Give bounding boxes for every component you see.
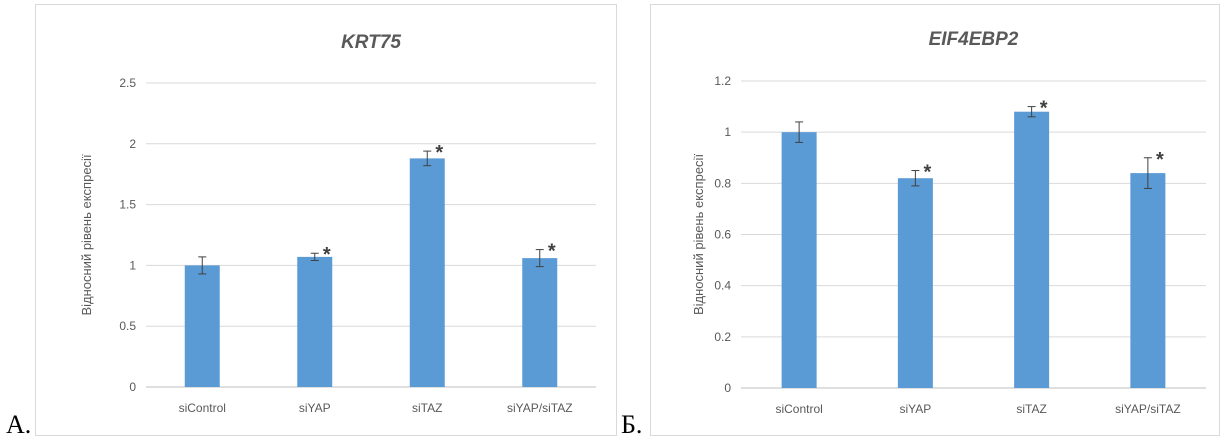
- y-tick-label: 2: [129, 137, 136, 151]
- y-tick-label: 0.4: [714, 279, 731, 293]
- y-tick-label: 0.6: [714, 228, 731, 242]
- x-tick-label: siControl: [179, 401, 226, 415]
- y-tick-label: 1: [129, 258, 136, 272]
- bar: [897, 178, 933, 388]
- y-axis-label: Відносний рівень експресії: [79, 154, 94, 315]
- chart-title: EIF4EBP2: [929, 29, 1019, 50]
- chart-panel-krt75: KRT75 0 0.5 1 1.5 2 2.5 Відносний рівень експре…: [35, 4, 617, 436]
- y-tick-label: 0.2: [714, 330, 731, 344]
- bar: [781, 132, 817, 388]
- y-tick-label: 0.5: [119, 319, 136, 333]
- bar: [184, 265, 220, 387]
- y-tick-label: 0: [724, 381, 731, 395]
- significance-marker: *: [548, 241, 556, 263]
- x-tick-label: siYAP/siTAZ: [1115, 402, 1181, 416]
- bar: [1130, 173, 1166, 388]
- x-tick-label: siTAZ: [1016, 402, 1046, 416]
- x-tick-label: siYAP: [899, 402, 931, 416]
- panel-label-b: Б.: [621, 410, 643, 439]
- bar: [409, 158, 445, 387]
- bar: [297, 256, 333, 387]
- significance-marker: *: [1156, 149, 1164, 171]
- significance-marker: *: [923, 162, 931, 184]
- significance-marker: *: [435, 142, 443, 164]
- significance-marker: *: [1040, 98, 1048, 120]
- y-tick-label: 1.2: [714, 74, 731, 88]
- chart-title: KRT75: [341, 32, 401, 53]
- y-axis-label: Відносний рівень експресії: [691, 154, 706, 315]
- chart-krt75-svg: KRT75 0 0.5 1 1.5 2 2.5 Відносний рівень експре…: [79, 32, 596, 415]
- bar: [522, 258, 558, 387]
- significance-marker: *: [323, 244, 331, 266]
- x-tick-label: siControl: [775, 402, 822, 416]
- y-tick-label: 1: [724, 125, 731, 139]
- x-tick-label: siTAZ: [412, 401, 442, 415]
- y-tick-label: 0: [129, 380, 136, 394]
- y-tick-label: 1.5: [119, 198, 136, 212]
- x-tick-label: siYAP/siTAZ: [507, 401, 573, 415]
- y-tick-label: 0.8: [714, 176, 731, 190]
- panel-label-a: А.: [6, 410, 32, 439]
- chart-eif4ebp2-svg: EIF4EBP2 0 0.2 0.4 0.6 0.8 1 1.2 Відносний рівен…: [691, 29, 1206, 416]
- bar: [1014, 111, 1050, 388]
- x-tick-label: siYAP: [299, 401, 331, 415]
- chart-panel-eif4ebp2: EIF4EBP2 0 0.2 0.4 0.6 0.8 1 1.2 Відносний рівен…: [650, 4, 1220, 436]
- y-tick-label: 2.5: [119, 76, 136, 90]
